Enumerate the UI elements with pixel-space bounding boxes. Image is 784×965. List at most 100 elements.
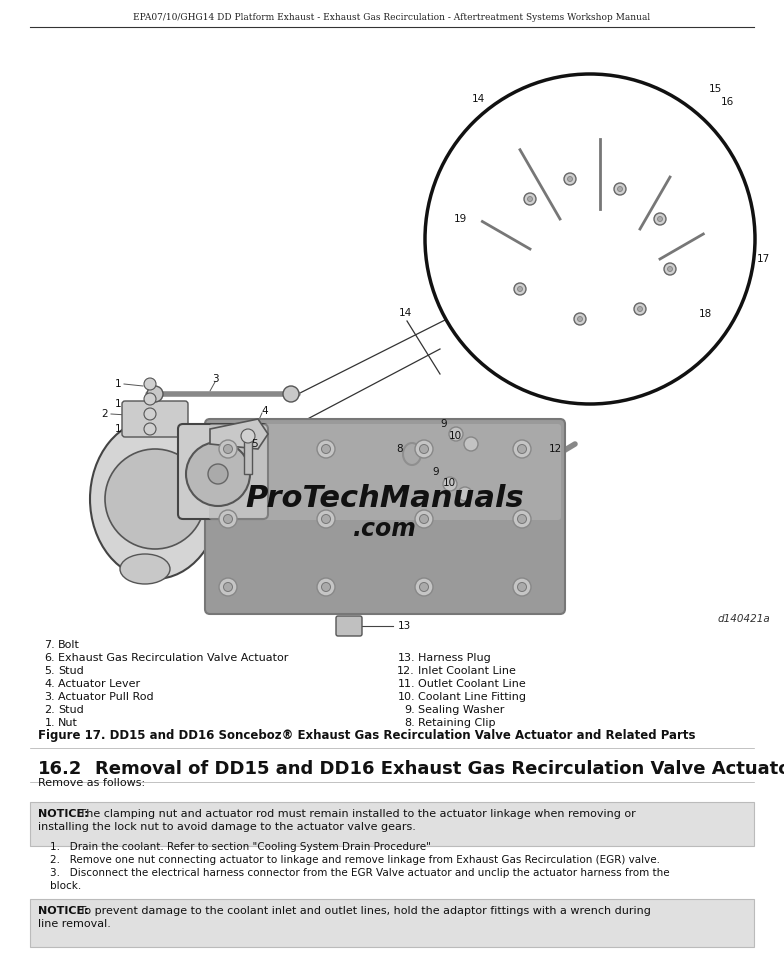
Circle shape (464, 437, 478, 451)
Text: 9.: 9. (405, 705, 415, 715)
Circle shape (219, 578, 237, 596)
Circle shape (618, 186, 622, 191)
Ellipse shape (120, 554, 170, 584)
Text: .com: .com (353, 516, 417, 540)
Text: 5: 5 (252, 439, 258, 449)
Circle shape (568, 177, 572, 181)
Text: Retaining Clip: Retaining Clip (418, 718, 495, 728)
Text: Nut: Nut (58, 718, 78, 728)
Circle shape (667, 266, 673, 271)
Text: block.: block. (50, 881, 82, 891)
Circle shape (513, 510, 531, 528)
Circle shape (317, 510, 335, 528)
Circle shape (524, 193, 536, 205)
FancyBboxPatch shape (122, 401, 188, 437)
Circle shape (144, 423, 156, 435)
Text: 9: 9 (441, 419, 448, 429)
Text: Actuator Lever: Actuator Lever (58, 679, 140, 689)
Bar (30, 802, 754, 846)
Circle shape (458, 487, 472, 501)
Circle shape (419, 583, 429, 592)
Circle shape (321, 514, 331, 523)
Circle shape (283, 386, 299, 402)
Circle shape (186, 442, 250, 506)
Text: Removal of DD15 and DD16 Exhaust Gas Recirculation Valve Actuator: Removal of DD15 and DD16 Exhaust Gas Rec… (95, 760, 784, 778)
Text: Exhaust Gas Recirculation Valve Actuator: Exhaust Gas Recirculation Valve Actuator (58, 653, 289, 663)
Text: 3.   Disconnect the electrical harness connector from the EGR Valve actuator and: 3. Disconnect the electrical harness con… (50, 868, 670, 878)
Text: 18: 18 (699, 309, 712, 319)
Text: 1.: 1. (45, 718, 55, 728)
Text: 3.: 3. (45, 692, 55, 702)
Text: 10: 10 (448, 431, 462, 441)
Text: 9: 9 (433, 467, 439, 477)
Circle shape (144, 393, 156, 405)
Text: 14: 14 (471, 94, 485, 104)
FancyBboxPatch shape (205, 419, 565, 614)
Circle shape (144, 378, 156, 390)
Text: EPA07/10/GHG14 DD Platform Exhaust - Exhaust Gas Recirculation - Aftertreatment : EPA07/10/GHG14 DD Platform Exhaust - Exh… (133, 13, 651, 21)
Circle shape (637, 307, 643, 312)
Text: 1: 1 (114, 424, 122, 434)
Circle shape (425, 74, 755, 404)
Circle shape (415, 440, 433, 458)
Text: 2.   Remove one nut connecting actuator to linkage and remove linkage from Exhau: 2. Remove one nut connecting actuator to… (50, 855, 660, 865)
Circle shape (513, 440, 531, 458)
Circle shape (443, 477, 457, 491)
Text: Outlet Coolant Line: Outlet Coolant Line (418, 679, 526, 689)
Text: 8: 8 (397, 444, 403, 454)
Circle shape (223, 514, 233, 523)
Circle shape (321, 583, 331, 592)
Circle shape (317, 440, 335, 458)
Text: Sealing Washer: Sealing Washer (418, 705, 504, 715)
Circle shape (147, 386, 163, 402)
Circle shape (449, 427, 463, 441)
Circle shape (105, 449, 205, 549)
Text: 6.: 6. (45, 653, 55, 663)
Circle shape (317, 578, 335, 596)
Text: Coolant Line Fitting: Coolant Line Fitting (418, 692, 526, 702)
Circle shape (528, 197, 532, 202)
Circle shape (513, 578, 531, 596)
Text: 19: 19 (453, 214, 466, 224)
Circle shape (517, 445, 527, 454)
Text: 13.: 13. (397, 653, 415, 663)
Circle shape (144, 408, 156, 420)
Text: 11.: 11. (397, 679, 415, 689)
Circle shape (241, 429, 255, 443)
Circle shape (514, 283, 526, 295)
Text: Figure 17. DD15 and DD16 Sonceboz® Exhaust Gas Recirculation Valve Actuator and : Figure 17. DD15 and DD16 Sonceboz® Exhau… (38, 729, 695, 742)
Text: 14: 14 (398, 308, 412, 318)
Circle shape (654, 213, 666, 225)
Text: 1.   Drain the coolant. Refer to section "Cooling System Drain Procedure": 1. Drain the coolant. Refer to section "… (50, 842, 431, 852)
Text: 3: 3 (212, 374, 218, 384)
Ellipse shape (90, 419, 220, 579)
Bar (244, 438, 252, 474)
Text: line removal.: line removal. (38, 919, 111, 929)
Text: 13: 13 (398, 621, 412, 631)
Circle shape (578, 317, 583, 321)
Text: Remove as follows:: Remove as follows: (38, 778, 145, 788)
Text: Stud: Stud (58, 705, 84, 715)
Text: NOTICE:: NOTICE: (38, 906, 89, 916)
Text: ProTechManuals: ProTechManuals (245, 484, 524, 513)
FancyBboxPatch shape (178, 424, 268, 519)
Text: 10.: 10. (397, 692, 415, 702)
Circle shape (415, 578, 433, 596)
FancyBboxPatch shape (209, 424, 561, 520)
Text: NOTICE:: NOTICE: (38, 809, 89, 819)
Text: installing the lock nut to avoid damage to the actuator valve gears.: installing the lock nut to avoid damage … (38, 822, 416, 832)
FancyBboxPatch shape (336, 616, 362, 636)
Text: 1: 1 (114, 399, 122, 409)
Text: 4.: 4. (44, 679, 55, 689)
Circle shape (634, 303, 646, 315)
Text: To prevent damage to the coolant inlet and outlet lines, hold the adaptor fittin: To prevent damage to the coolant inlet a… (76, 906, 651, 916)
Circle shape (574, 313, 586, 325)
Text: 16: 16 (720, 97, 734, 107)
Text: 12.: 12. (397, 666, 415, 676)
Circle shape (419, 445, 429, 454)
Text: Actuator Pull Rod: Actuator Pull Rod (58, 692, 154, 702)
Text: Harness Plug: Harness Plug (418, 653, 491, 663)
Circle shape (219, 510, 237, 528)
Text: 5.: 5. (45, 666, 55, 676)
Polygon shape (210, 419, 268, 449)
